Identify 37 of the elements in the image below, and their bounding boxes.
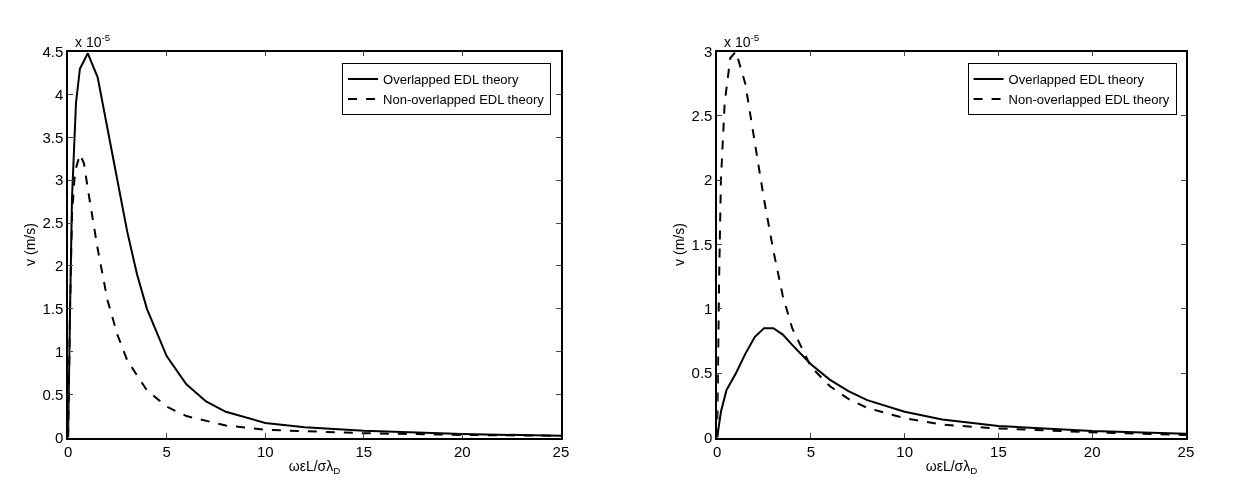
y-tick-label: 4 bbox=[55, 85, 64, 103]
y-tick-label: 2 bbox=[55, 257, 64, 275]
y-tick-label: 0.5 bbox=[691, 364, 713, 382]
x-tick-label: 15 bbox=[355, 443, 373, 461]
y-tick-label: 0 bbox=[55, 428, 64, 446]
y-tick-label: 1 bbox=[704, 300, 713, 318]
text: x 10$^{-5}$ bbox=[724, 32, 760, 50]
y-axis-title: v (m/s) bbox=[21, 223, 38, 266]
x-tick-label: 25 bbox=[552, 443, 570, 461]
text: x 10$^{-5}$ bbox=[75, 32, 111, 50]
y-tick-label: 1.5 bbox=[42, 300, 64, 318]
legend-label: Overlapped EDL theory bbox=[383, 72, 519, 88]
x-tick-label: 20 bbox=[1083, 443, 1101, 461]
x-tick-label: 20 bbox=[454, 443, 471, 461]
y-tick-label: 0 bbox=[704, 428, 713, 446]
y-tick-label: 3.5 bbox=[42, 128, 64, 146]
y-tick-label: 0.5 bbox=[42, 385, 64, 403]
x-axis-title: ωεL/σλ$_{D}$ bbox=[925, 458, 978, 476]
x-tick-label: 5 bbox=[806, 443, 816, 461]
x-tick-label: 10 bbox=[896, 443, 914, 461]
legend-label: Non-overlapped EDL theory bbox=[1008, 92, 1170, 108]
legend-label: Non-overlapped EDL theory bbox=[383, 92, 545, 108]
y-tick-label: 2.5 bbox=[691, 107, 713, 125]
x-axis-title: ωεL/σλ$_{D}$ bbox=[288, 458, 341, 476]
y-tick-label: 1.5 bbox=[691, 235, 713, 253]
y-axis-title: v (m/s) bbox=[670, 223, 687, 266]
x-tick-label: 15 bbox=[990, 443, 1007, 461]
y-tick-label: 2 bbox=[704, 171, 713, 189]
x-tick-label: 10 bbox=[256, 443, 274, 461]
y-tick-label: 3 bbox=[55, 171, 64, 189]
y-tick-label: 1 bbox=[55, 342, 64, 360]
x-tick-label: 5 bbox=[162, 443, 171, 461]
x-tick-label: 25 bbox=[1177, 443, 1195, 461]
y-tick-label: 3 bbox=[704, 42, 713, 60]
legend-label: Overlapped EDL theory bbox=[1008, 72, 1145, 88]
y-tick-label: 2.5 bbox=[42, 214, 64, 232]
y-tick-label: 4.5 bbox=[42, 42, 64, 60]
